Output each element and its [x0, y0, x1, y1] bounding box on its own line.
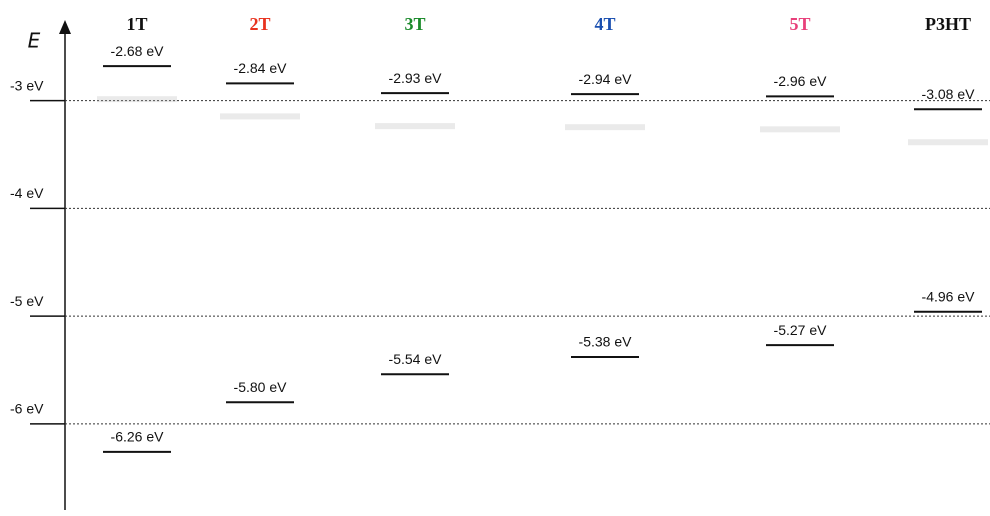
y-tick-label: -4 eV	[10, 185, 44, 201]
y-tick-label: -5 eV	[10, 293, 44, 309]
molecule-image	[760, 126, 840, 132]
y-tick-label: -3 eV	[10, 77, 44, 93]
chart: E -3 eV -4 eV -5 eV -6 eV 1T -2.68 eV -6.26 eV…	[0, 0, 990, 516]
column-title: 2T	[249, 14, 270, 34]
column-title: 5T	[789, 14, 810, 34]
level-label: -2.94 eV	[579, 71, 633, 87]
level-label: -5.54 eV	[389, 351, 443, 367]
molecule-image	[565, 124, 645, 130]
level-label: -2.93 eV	[389, 70, 443, 86]
column-title: 1T	[126, 14, 147, 34]
column-title: 4T	[594, 14, 615, 34]
column-title: P3HT	[925, 14, 971, 34]
y-axis-label: E	[28, 29, 41, 53]
column-title: 3T	[404, 14, 425, 34]
level-label: -5.27 eV	[774, 322, 828, 338]
molecule-image	[97, 96, 177, 102]
level-label: -4.96 eV	[922, 288, 976, 304]
y-tick-label: -6 eV	[10, 401, 44, 417]
level-label: -5.80 eV	[234, 379, 288, 395]
level-label: -3.08 eV	[922, 86, 976, 102]
level-label: -2.84 eV	[234, 60, 288, 76]
level-label: -6.26 eV	[111, 429, 165, 445]
axis-arrow	[59, 20, 71, 34]
molecule-image	[908, 139, 988, 145]
level-label: -5.38 eV	[579, 334, 633, 350]
molecule-image	[375, 123, 455, 129]
molecule-image	[220, 113, 300, 119]
level-label: -2.96 eV	[774, 73, 828, 89]
level-label: -2.68 eV	[111, 43, 165, 59]
